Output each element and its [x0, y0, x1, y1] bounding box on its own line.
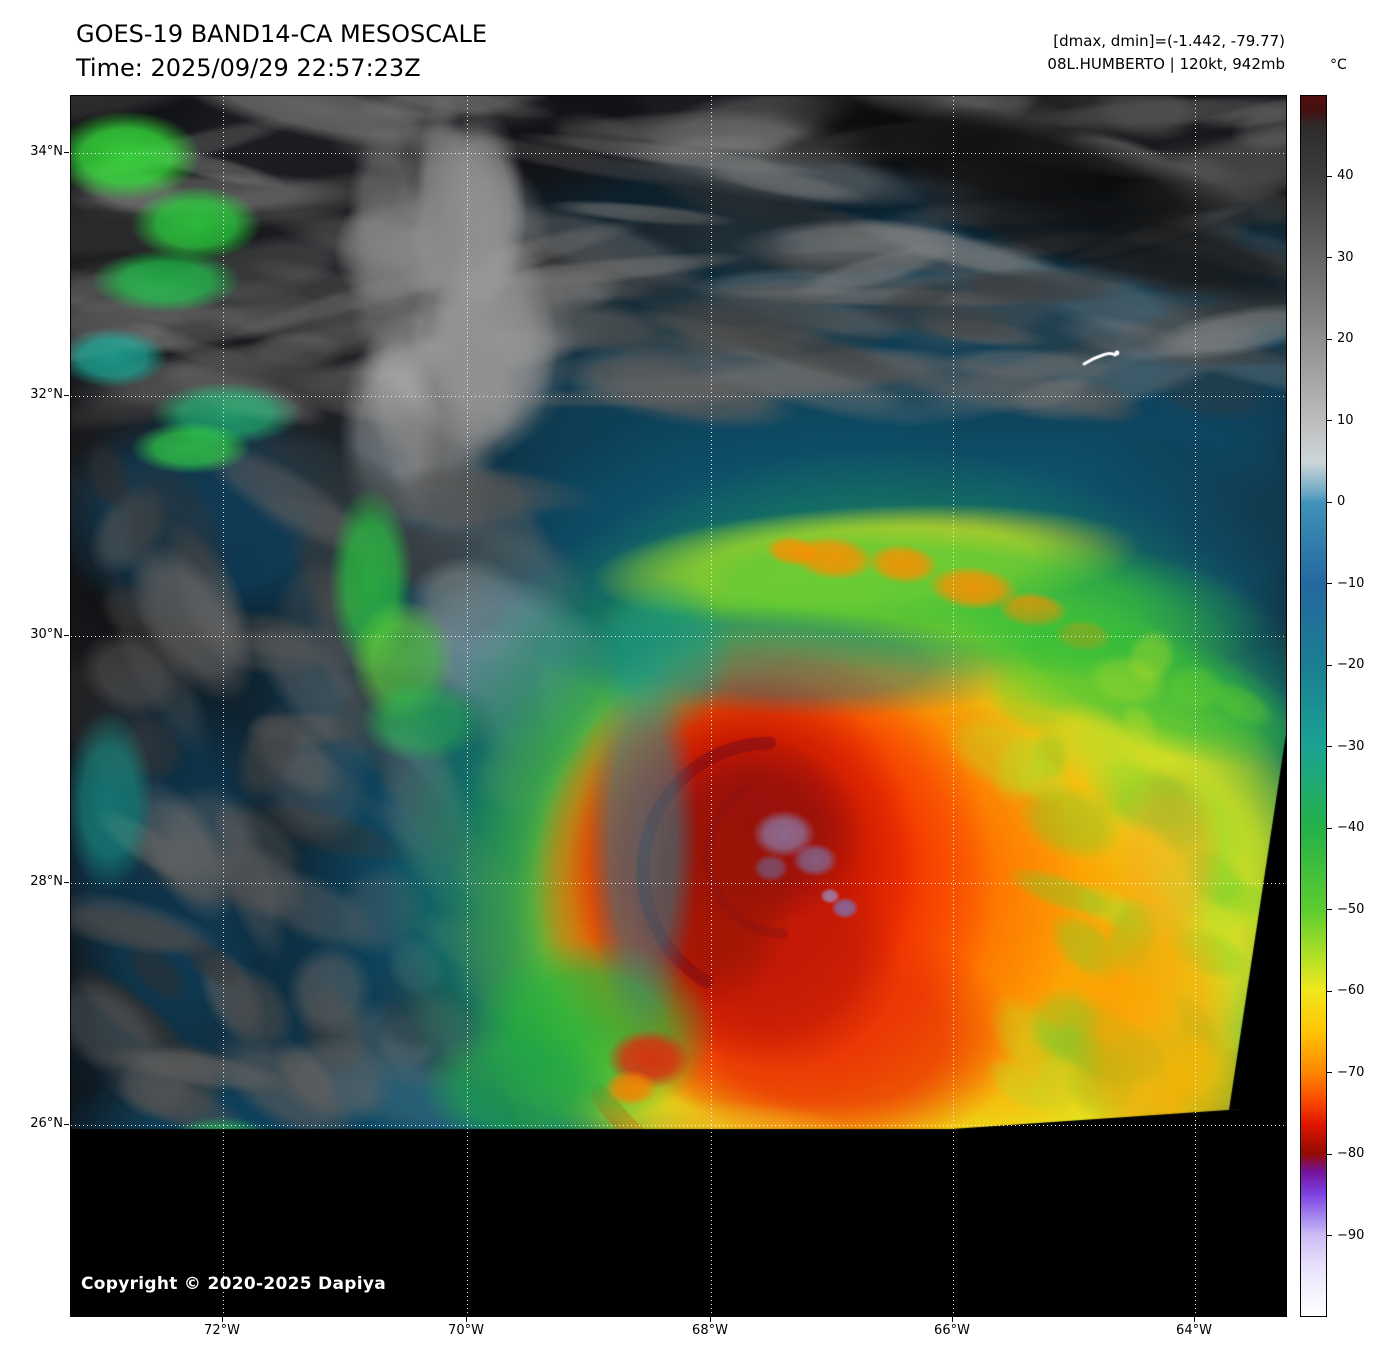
colorbar-tick-mark — [1327, 420, 1332, 422]
colorbar-tick-mark — [1327, 583, 1332, 585]
colorbar-tick-label: 0 — [1337, 494, 1346, 510]
lat-tick-mark — [64, 634, 69, 636]
lat-label: 28°N — [30, 874, 63, 889]
page-title: GOES-19 BAND14-CA MESOSCALE — [76, 20, 487, 48]
lon-label: 70°W — [448, 1323, 484, 1338]
lat-label: 30°N — [30, 627, 63, 642]
colorbar-tick-label: −40 — [1337, 820, 1365, 836]
colorbar-tick-mark — [1327, 1072, 1332, 1074]
colorbar-tick-mark — [1327, 990, 1332, 992]
lon-label: 66°W — [934, 1323, 970, 1338]
lat-label: 34°N — [30, 144, 63, 159]
colorbar-tick-label: −30 — [1337, 738, 1365, 754]
lon-tick-mark — [709, 1317, 711, 1322]
colorbar-tick-label: −90 — [1337, 1227, 1365, 1243]
colorbar-tick-mark — [1327, 664, 1332, 666]
colorbar-unit-label: °C — [1330, 57, 1347, 73]
storm-info-readout: 08L.HUMBERTO | 120kt, 942mb — [1047, 55, 1285, 73]
lon-label: 72°W — [204, 1323, 240, 1338]
lon-tick-mark — [221, 1317, 223, 1322]
copyright-text: Copyright © 2020-2025 Dapiya — [81, 1274, 386, 1294]
lat-tick-mark — [64, 151, 69, 153]
colorbar-tick-label: −10 — [1337, 575, 1365, 591]
lon-tick-mark — [465, 1317, 467, 1322]
timestamp-line: Time: 2025/09/29 22:57:23Z — [76, 54, 421, 82]
colorbar-tick-mark — [1327, 746, 1332, 748]
lat-label: 26°N — [30, 1116, 63, 1131]
colorbar-tick-mark — [1327, 175, 1332, 177]
lon-label: 68°W — [692, 1323, 728, 1338]
colorbar-tick-label: 20 — [1337, 331, 1354, 347]
colorbar-tick-label: −70 — [1337, 1064, 1365, 1080]
colorbar-tick-mark — [1327, 909, 1332, 911]
header-info: [dmax, dmin]=(-1.442, -79.77) 08L.HUMBER… — [1047, 30, 1285, 76]
lat-label: 32°N — [30, 387, 63, 402]
colorbar-tick-mark — [1327, 257, 1332, 259]
lat-tick-mark — [64, 1123, 69, 1125]
colorbar-tick-label: −20 — [1337, 657, 1365, 673]
lon-label: 64°W — [1176, 1323, 1212, 1338]
colorbar-tick-label: 40 — [1337, 168, 1354, 184]
colorbar-tick-mark — [1327, 827, 1332, 829]
colorbar-tick-label: 10 — [1337, 412, 1354, 428]
colorbar-tick-mark — [1327, 1153, 1332, 1155]
lon-tick-mark — [1193, 1317, 1195, 1322]
colorbar-tick-label: −50 — [1337, 901, 1365, 917]
colorbar-tick-label: −80 — [1337, 1146, 1365, 1162]
colorbar-tick-mark — [1327, 338, 1332, 340]
latlon-gridlines — [71, 96, 1286, 1316]
lat-tick-mark — [64, 881, 69, 883]
satellite-map-panel — [70, 95, 1287, 1317]
lat-tick-mark — [64, 394, 69, 396]
colorbar-tick-mark — [1327, 1235, 1332, 1237]
lon-tick-mark — [951, 1317, 953, 1322]
colorbar-tick-label: 30 — [1337, 249, 1354, 265]
colorbar-tick-mark — [1327, 501, 1332, 503]
colorbar — [1300, 95, 1327, 1317]
satellite-canvas — [71, 96, 1286, 1316]
dmax-dmin-readout: [dmax, dmin]=(-1.442, -79.77) — [1053, 32, 1285, 50]
colorbar-tick-label: −60 — [1337, 983, 1365, 999]
